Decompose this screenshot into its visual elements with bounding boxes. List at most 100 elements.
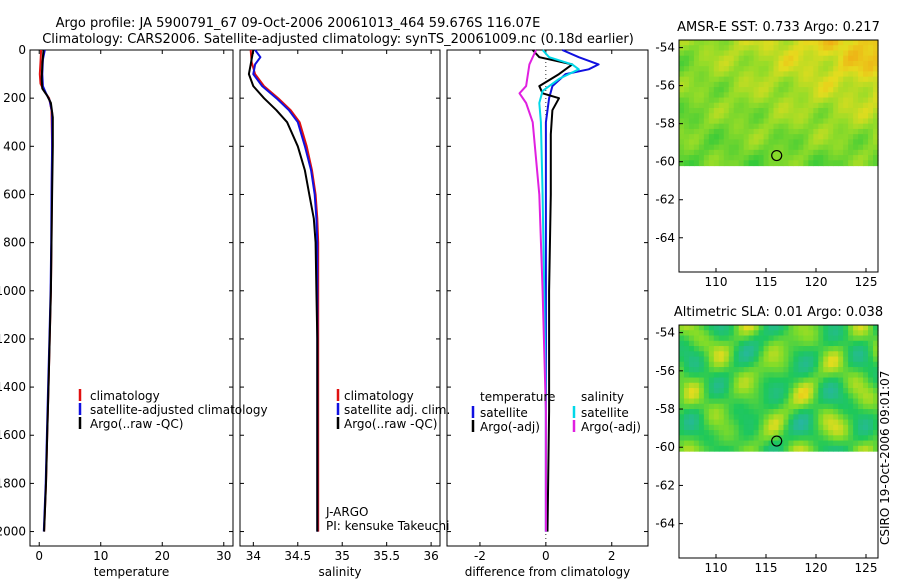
sla_map-heatmap-cell (793, 409, 799, 415)
sst_map-heatmap-cell (723, 144, 730, 151)
sst_map-heatmap-cell (713, 81, 720, 88)
sst_map-y-tick-label: -54 (655, 41, 675, 55)
sla_map-heatmap-cell (753, 424, 760, 431)
sst_map-heatmap-cell (833, 71, 839, 78)
sla_map-heatmap-cell (808, 382, 814, 389)
sla_map-heatmap-cell (679, 382, 685, 389)
sla_map-heatmap-cell (818, 409, 824, 415)
sst_map-heatmap-cell (818, 92, 824, 99)
sla_map-heatmap-cell (723, 398, 730, 405)
sst_map-heatmap-cell (868, 155, 874, 161)
sst_map-heatmap-cell (828, 118, 834, 125)
sla_map-heatmap-cell (808, 340, 814, 347)
sst_map-heatmap-cell (693, 160, 700, 167)
sla_map-heatmap-cell (708, 414, 715, 421)
sst_map-heatmap-cell (683, 139, 690, 146)
sst_map-heatmap-cell (679, 144, 685, 151)
sla_map-heatmap-cell (848, 430, 854, 436)
sst_map-heatmap-cell (798, 81, 804, 88)
sst_map-heatmap-cell (783, 134, 790, 140)
sla_map-heatmap-cell (783, 435, 790, 442)
sst_map-heatmap-cell (808, 102, 814, 109)
sla_map-heatmap-cell (763, 340, 770, 347)
sla_map-heatmap-cell (848, 330, 854, 337)
sla_map-heatmap-cell (723, 388, 730, 394)
sst_map-heatmap-cell (798, 139, 804, 146)
sst_map-heatmap-cell (703, 144, 710, 151)
sla_map-heatmap-cell (803, 445, 809, 452)
sla_map-heatmap-cell (868, 414, 874, 421)
sst_map-heatmap-cell (733, 55, 740, 62)
sla_map-heatmap-cell (758, 340, 765, 347)
sla_map-heatmap-cell (873, 419, 879, 426)
sla_map-heatmap-cell (679, 445, 685, 452)
sst_map-heatmap-cell (703, 139, 710, 146)
sst_map-y-tick-label: -60 (655, 155, 675, 169)
sst_map-heatmap-cell (763, 60, 770, 67)
sla_map-heatmap-cell (808, 398, 814, 405)
sst_map-heatmap-cell (698, 118, 705, 125)
sla_map-heatmap-cell (683, 430, 690, 436)
sst_map-heatmap-cell (793, 123, 799, 130)
sla_map-heatmap-cell (873, 393, 879, 400)
sst_map-heatmap-cell (718, 123, 725, 130)
salinity-axes-frame (239, 49, 441, 547)
depth-y-tick-label: 1600 (0, 428, 26, 442)
sla_map-heatmap-cell (793, 440, 799, 447)
sst_map-heatmap-cell (708, 123, 715, 130)
sst_map-heatmap-cell (688, 60, 695, 67)
sla_map-heatmap-cell (818, 430, 824, 436)
sla_map-heatmap-cell (863, 440, 869, 447)
sst_map-heatmap-cell (823, 149, 829, 156)
sst_map-heatmap-cell (858, 76, 864, 83)
sla_map-heatmap-cell (718, 440, 725, 447)
sst_map-heatmap-cell (679, 66, 685, 72)
sla_map-heatmap-cell (713, 430, 720, 436)
sst_map-heatmap-cell (818, 113, 824, 120)
sst_map-heatmap-cell (848, 118, 854, 125)
sla_map-heatmap-cell (708, 372, 715, 379)
sla_map-heatmap-cell (778, 414, 785, 421)
sst_map-heatmap-cell (783, 60, 790, 67)
sla_map-heatmap-cell (723, 393, 730, 400)
sst_map-heatmap-cell (873, 87, 879, 93)
sla_map-heatmap-cell (683, 393, 690, 400)
sla_map-heatmap-cell (728, 398, 735, 405)
sst_map-heatmap-cell (713, 60, 720, 67)
difference-series-line-cyan (538, 49, 580, 532)
sla_map-heatmap-cell (803, 356, 809, 363)
sst_map-heatmap-cell (813, 155, 819, 161)
sla_map-heatmap-cell (803, 330, 809, 337)
sst_map-heatmap-cell (858, 128, 864, 135)
sst_map-heatmap-cell (763, 97, 770, 104)
sst_map-heatmap-cell (788, 71, 795, 78)
sla_map-heatmap-cell (808, 330, 814, 337)
sst_map-heatmap-cell (753, 139, 760, 146)
sla_map-heatmap-cell (778, 409, 785, 415)
sla_map-heatmap-cell (843, 361, 849, 368)
sst_map-heatmap-cell (803, 87, 809, 93)
sla_map-heatmap-cell (718, 435, 725, 442)
sla_map-heatmap-cell (803, 361, 809, 368)
sst_map-heatmap-cell (828, 128, 834, 135)
sst_map-heatmap-cell (818, 55, 824, 62)
sst_map-heatmap-cell (698, 139, 705, 146)
sst_map-heatmap-cell (683, 66, 690, 72)
sst_map-heatmap-cell (713, 155, 720, 161)
sst_map-heatmap-cell (818, 66, 824, 72)
sla_map-heatmap-cell (848, 346, 854, 352)
sst_map-heatmap-cell (683, 92, 690, 99)
sst_map-heatmap-cell (753, 113, 760, 120)
salinity-x-tick-label: 35 (335, 549, 350, 563)
sst_map-heatmap-cell (698, 102, 705, 109)
sla_map-heatmap-cell (763, 377, 770, 384)
sla_map-heatmap-cell (783, 351, 790, 358)
sla_map-heatmap-cell (733, 424, 740, 431)
sla_map-heatmap-cell (718, 393, 725, 400)
sla_map-heatmap-cell (693, 340, 700, 347)
sst_map-heatmap-cell (763, 128, 770, 135)
sla_map-heatmap-cell (743, 361, 750, 368)
sla_map-heatmap-cell (833, 440, 839, 447)
sla_map-heatmap-cell (768, 388, 775, 394)
sla_map-heatmap-cell (758, 388, 765, 394)
